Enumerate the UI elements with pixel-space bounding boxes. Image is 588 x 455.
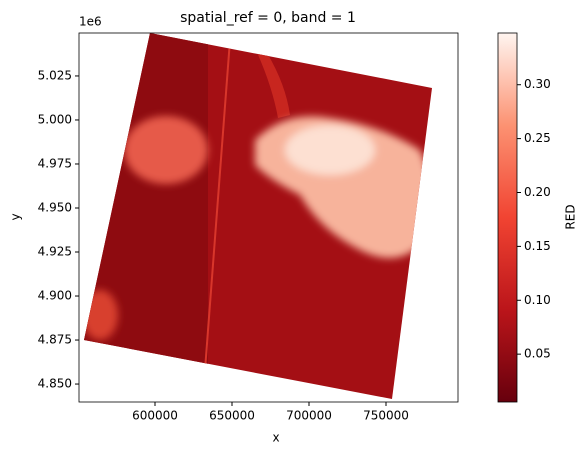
y-tick-label: 4.850 bbox=[38, 377, 72, 391]
x-tick-label: 750000 bbox=[363, 409, 409, 423]
y-tick-label: 5.000 bbox=[38, 112, 72, 126]
plot-frame bbox=[78, 32, 459, 403]
colorbar-tick-label: 0.10 bbox=[524, 293, 551, 307]
x-tick-label: 700000 bbox=[286, 409, 332, 423]
colorbar-tick-label: 0.30 bbox=[524, 77, 551, 91]
y-offset-label: 1e6 bbox=[79, 15, 102, 29]
colorbar-tick-label: 0.05 bbox=[524, 347, 551, 361]
y-tick-label: 5.025 bbox=[38, 68, 72, 82]
colorbar-tick-label: 0.15 bbox=[524, 239, 551, 253]
colorbar-tick-label: 0.20 bbox=[524, 185, 551, 199]
colorbar-label: RED bbox=[564, 204, 578, 229]
colorbar bbox=[497, 32, 518, 403]
colorbar-tick-label: 0.25 bbox=[524, 131, 551, 145]
x-tick-label: 650000 bbox=[209, 409, 255, 423]
x-tick-label: 600000 bbox=[132, 409, 178, 423]
y-tick-label: 4.875 bbox=[38, 333, 72, 347]
y-tick-label: 4.950 bbox=[38, 200, 72, 214]
chart-title: spatial_ref = 0, band = 1 bbox=[180, 10, 356, 26]
raster-image bbox=[84, 33, 432, 399]
x-axis-label: x bbox=[272, 431, 279, 445]
y-axis-label: y bbox=[9, 213, 23, 220]
y-tick-label: 4.900 bbox=[38, 289, 72, 303]
y-tick-label: 4.925 bbox=[38, 245, 72, 259]
y-tick-label: 4.975 bbox=[38, 156, 72, 170]
